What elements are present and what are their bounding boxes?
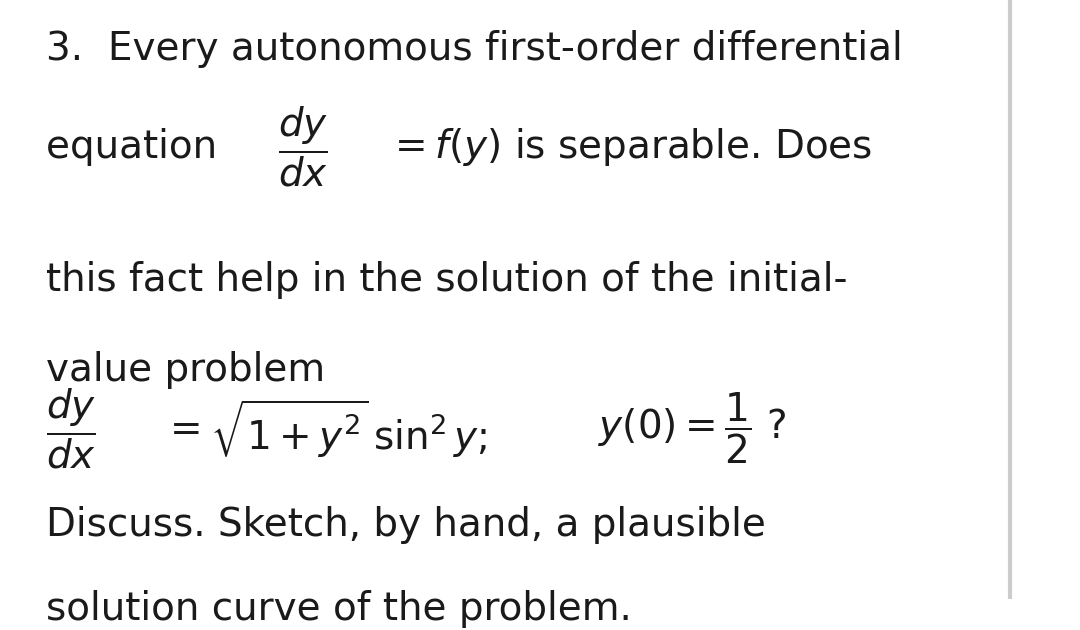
Text: $\dfrac{dy}{dx}$: $\dfrac{dy}{dx}$ <box>279 105 328 189</box>
Text: $=$: $=$ <box>162 410 200 447</box>
Text: solution curve of the problem.: solution curve of the problem. <box>46 590 632 628</box>
Text: value problem: value problem <box>46 350 325 389</box>
Text: $y(0) = \dfrac{1}{2}$ ?: $y(0) = \dfrac{1}{2}$ ? <box>598 391 787 466</box>
Text: equation: equation <box>46 128 242 166</box>
Text: $= f(y)$ is separable. Does: $= f(y)$ is separable. Does <box>387 126 872 168</box>
Text: this fact help in the solution of the initial-: this fact help in the solution of the in… <box>46 261 848 299</box>
Text: $\sqrt{1+y^2}\,\sin^2 y$;: $\sqrt{1+y^2}\,\sin^2 y$; <box>210 398 487 460</box>
Text: 3.  Every autonomous first-order differential: 3. Every autonomous first-order differen… <box>46 30 903 68</box>
Text: Discuss. Sketch, by hand, a plausible: Discuss. Sketch, by hand, a plausible <box>46 507 766 544</box>
Text: $\dfrac{dy}{dx}$: $\dfrac{dy}{dx}$ <box>46 386 96 471</box>
